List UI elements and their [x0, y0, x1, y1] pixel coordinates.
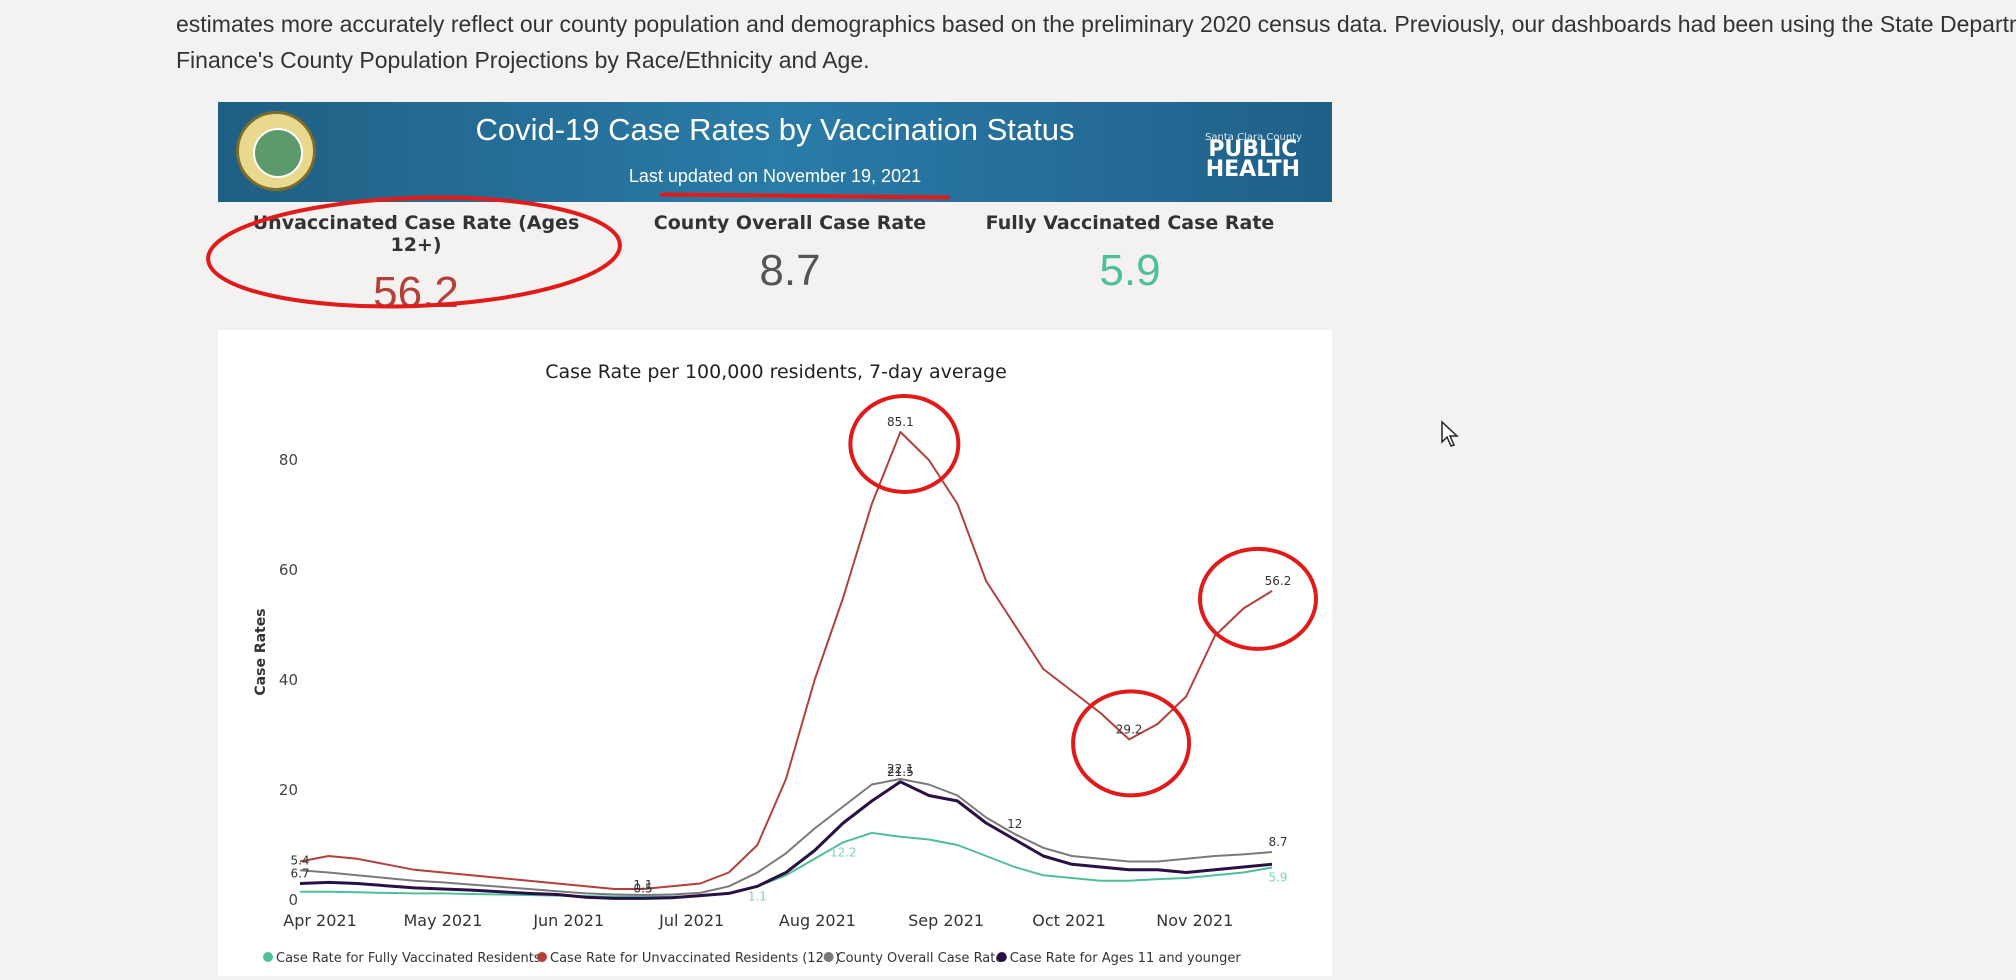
kpi-label: Unvaccinated Case Rate (Ages 12+): [252, 212, 580, 256]
chart-title: Case Rate per 100,000 residents, 7-day a…: [545, 361, 1007, 383]
y-tick-label: 0: [288, 891, 298, 909]
x-tick-label: Oct 2021: [1032, 911, 1105, 930]
y-tick-label: 80: [279, 451, 298, 469]
legend-entry: County Overall Case Rate: [837, 951, 1004, 966]
data-label: 1.1: [634, 878, 653, 892]
x-tick-label: Sep 2021: [908, 911, 984, 930]
red-circle-annotation: [1071, 689, 1192, 798]
kpi-fully-vaccinated: Fully Vaccinated Case Rate 5.9: [980, 212, 1280, 296]
legend-entry: Case Rate for Unvaccinated Residents (12…: [550, 951, 840, 966]
legend-marker: [263, 952, 273, 962]
series-line-2: [299, 778, 1273, 896]
x-tick-label: Nov 2021: [1156, 911, 1233, 930]
y-tick-label: 40: [279, 671, 298, 689]
intro-line-1: estimates more accurately reflect our co…: [176, 11, 2016, 37]
data-label: 5.4: [290, 853, 309, 867]
series-line-0: [300, 831, 1273, 898]
series-line-1: [299, 431, 1273, 890]
legend-marker: [823, 952, 834, 962]
kpi-label: Fully Vaccinated Case Rate: [985, 212, 1275, 234]
x-tick-label: Jun 2021: [532, 911, 604, 930]
public-health-logo: PUBLIC HEALTH: [1205, 137, 1300, 182]
dashboard-banner: Covid-19 Case Rates by Vaccination Statu…: [218, 102, 1332, 202]
x-tick-label: Aug 2021: [779, 911, 856, 930]
y-tick-label: 60: [279, 561, 298, 579]
data-label: 1.1: [748, 889, 767, 903]
x-tick-label: May 2021: [403, 911, 482, 930]
banner-title: Covid-19 Case Rates by Vaccination Statu…: [475, 112, 1075, 147]
kpi-value: 56.2: [373, 268, 459, 317]
data-label: 22.1: [887, 762, 914, 776]
kpi-value: 5.9: [1099, 246, 1161, 295]
legend-entry: Case Rate for Fully Vaccinated Residents: [276, 951, 541, 966]
data-label: 8.7: [1268, 835, 1287, 849]
intro-paragraph: estimates more accurately reflect our co…: [176, 6, 2016, 78]
data-label: 5.9: [1268, 871, 1287, 885]
data-label: 85.1: [887, 415, 914, 429]
red-circle-annotation: [1198, 546, 1318, 651]
red-circle-annotation: [848, 393, 961, 494]
legend-marker: [996, 952, 1007, 962]
data-label: 56.2: [1265, 574, 1292, 588]
public-health-logo-small: Santa Clara County: [1205, 132, 1302, 143]
legend-marker: [537, 952, 547, 962]
county-seal-logo: [236, 111, 316, 191]
x-tick-label: Apr 2021: [283, 911, 356, 930]
intro-line-2: Finance's County Population Projections …: [176, 47, 870, 73]
data-label: 12: [1007, 817, 1022, 831]
kpi-unvaccinated: Unvaccinated Case Rate (Ages 12+) 56.2: [236, 212, 596, 318]
data-label: 21.5: [887, 765, 914, 779]
mouse-cursor-icon: [1441, 420, 1459, 447]
series-line-3: [299, 780, 1273, 900]
data-label: 12.2: [830, 845, 857, 859]
kpi-value: 8.7: [759, 246, 821, 295]
data-label: 6.7: [290, 867, 309, 881]
y-tick-label: 20: [279, 781, 298, 799]
legend-entry: Case Rate for Ages 11 and younger: [1010, 951, 1242, 966]
kpi-label: County Overall Case Rate: [653, 212, 927, 234]
kpi-county-overall: County Overall Case Rate 8.7: [640, 212, 940, 296]
last-updated: Last updated on November 19, 2021: [628, 166, 922, 186]
data-label: 29.2: [1116, 722, 1143, 736]
x-tick-label: Jul 2021: [658, 911, 724, 930]
y-axis-label: Case Rates: [253, 608, 269, 695]
data-label: 0.5: [634, 881, 653, 895]
red-circle-annotation: [206, 195, 622, 309]
